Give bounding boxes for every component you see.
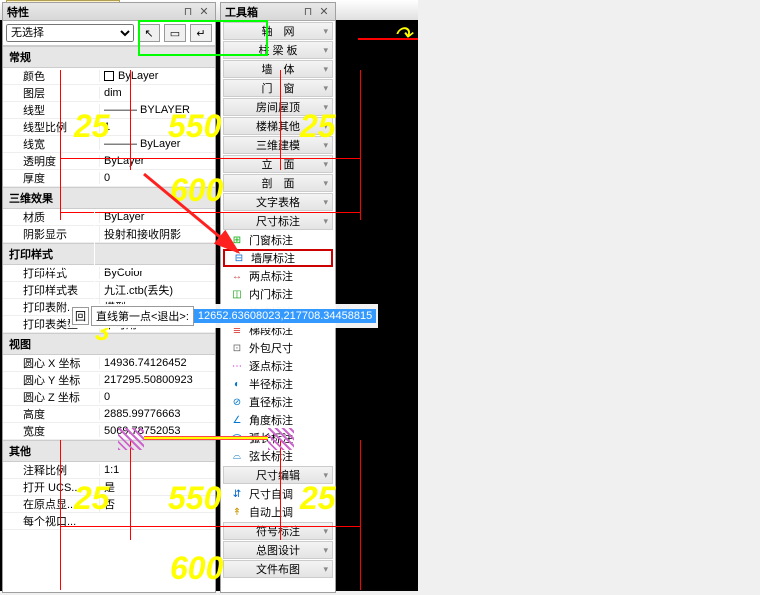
ext-line (360, 70, 361, 220)
pin-icon[interactable]: ⊓ (301, 5, 315, 19)
prompt-label: 直线第一点<退出>: (91, 306, 194, 326)
ext-line (130, 440, 131, 540)
dim-text: 25 (74, 480, 110, 517)
prompt-icon: 回 (72, 307, 89, 325)
ext-line (280, 70, 281, 170)
dim-text: 25 (74, 108, 110, 145)
drawing-area: 4#5#门窗大样图7.25 25 550 25 600 3 25 550 25 … (0, 0, 418, 591)
pin-icon[interactable]: ⊓ (181, 5, 195, 19)
door-outline (138, 20, 268, 56)
tick-mark: ↷ (394, 22, 412, 48)
crosshair-horizontal (34, 270, 154, 271)
close-icon[interactable]: ✕ (197, 5, 211, 19)
prompt-value[interactable]: 12652.63608023,217708.34458815 (194, 309, 376, 323)
dim-text: 550 (168, 480, 221, 517)
toolbox-title: 工具箱 (225, 4, 299, 20)
command-prompt: 回 直线第一点<退出>: 12652.63608023,217708.34458… (70, 304, 378, 328)
ext-line (360, 440, 361, 590)
sill-line (144, 436, 268, 440)
dim-text: 600 (170, 172, 223, 209)
dim-text: 25 (300, 108, 336, 145)
close-icon[interactable]: ✕ (317, 5, 331, 19)
dim-line (60, 158, 360, 159)
corner-line (358, 38, 418, 40)
cad-canvas[interactable]: 25 550 25 600 3 25 550 25 600 回 直线第一点<退出… (0, 20, 418, 591)
toolbox-header: 工具箱 ⊓ ✕ (221, 3, 335, 21)
dim-text: 600 (170, 550, 223, 587)
ext-line (280, 440, 281, 540)
dim-line (60, 526, 360, 527)
ext-line (130, 70, 131, 170)
dim-text: 25 (300, 480, 336, 517)
ext-line (60, 440, 61, 590)
wall-hatch (118, 428, 144, 450)
properties-header: 特性 ⊓ ✕ (3, 3, 215, 21)
ext-line (60, 70, 61, 220)
dim-line (60, 212, 360, 213)
wall-hatch (268, 428, 294, 450)
dim-text: 550 (168, 108, 221, 145)
properties-title: 特性 (7, 4, 179, 20)
